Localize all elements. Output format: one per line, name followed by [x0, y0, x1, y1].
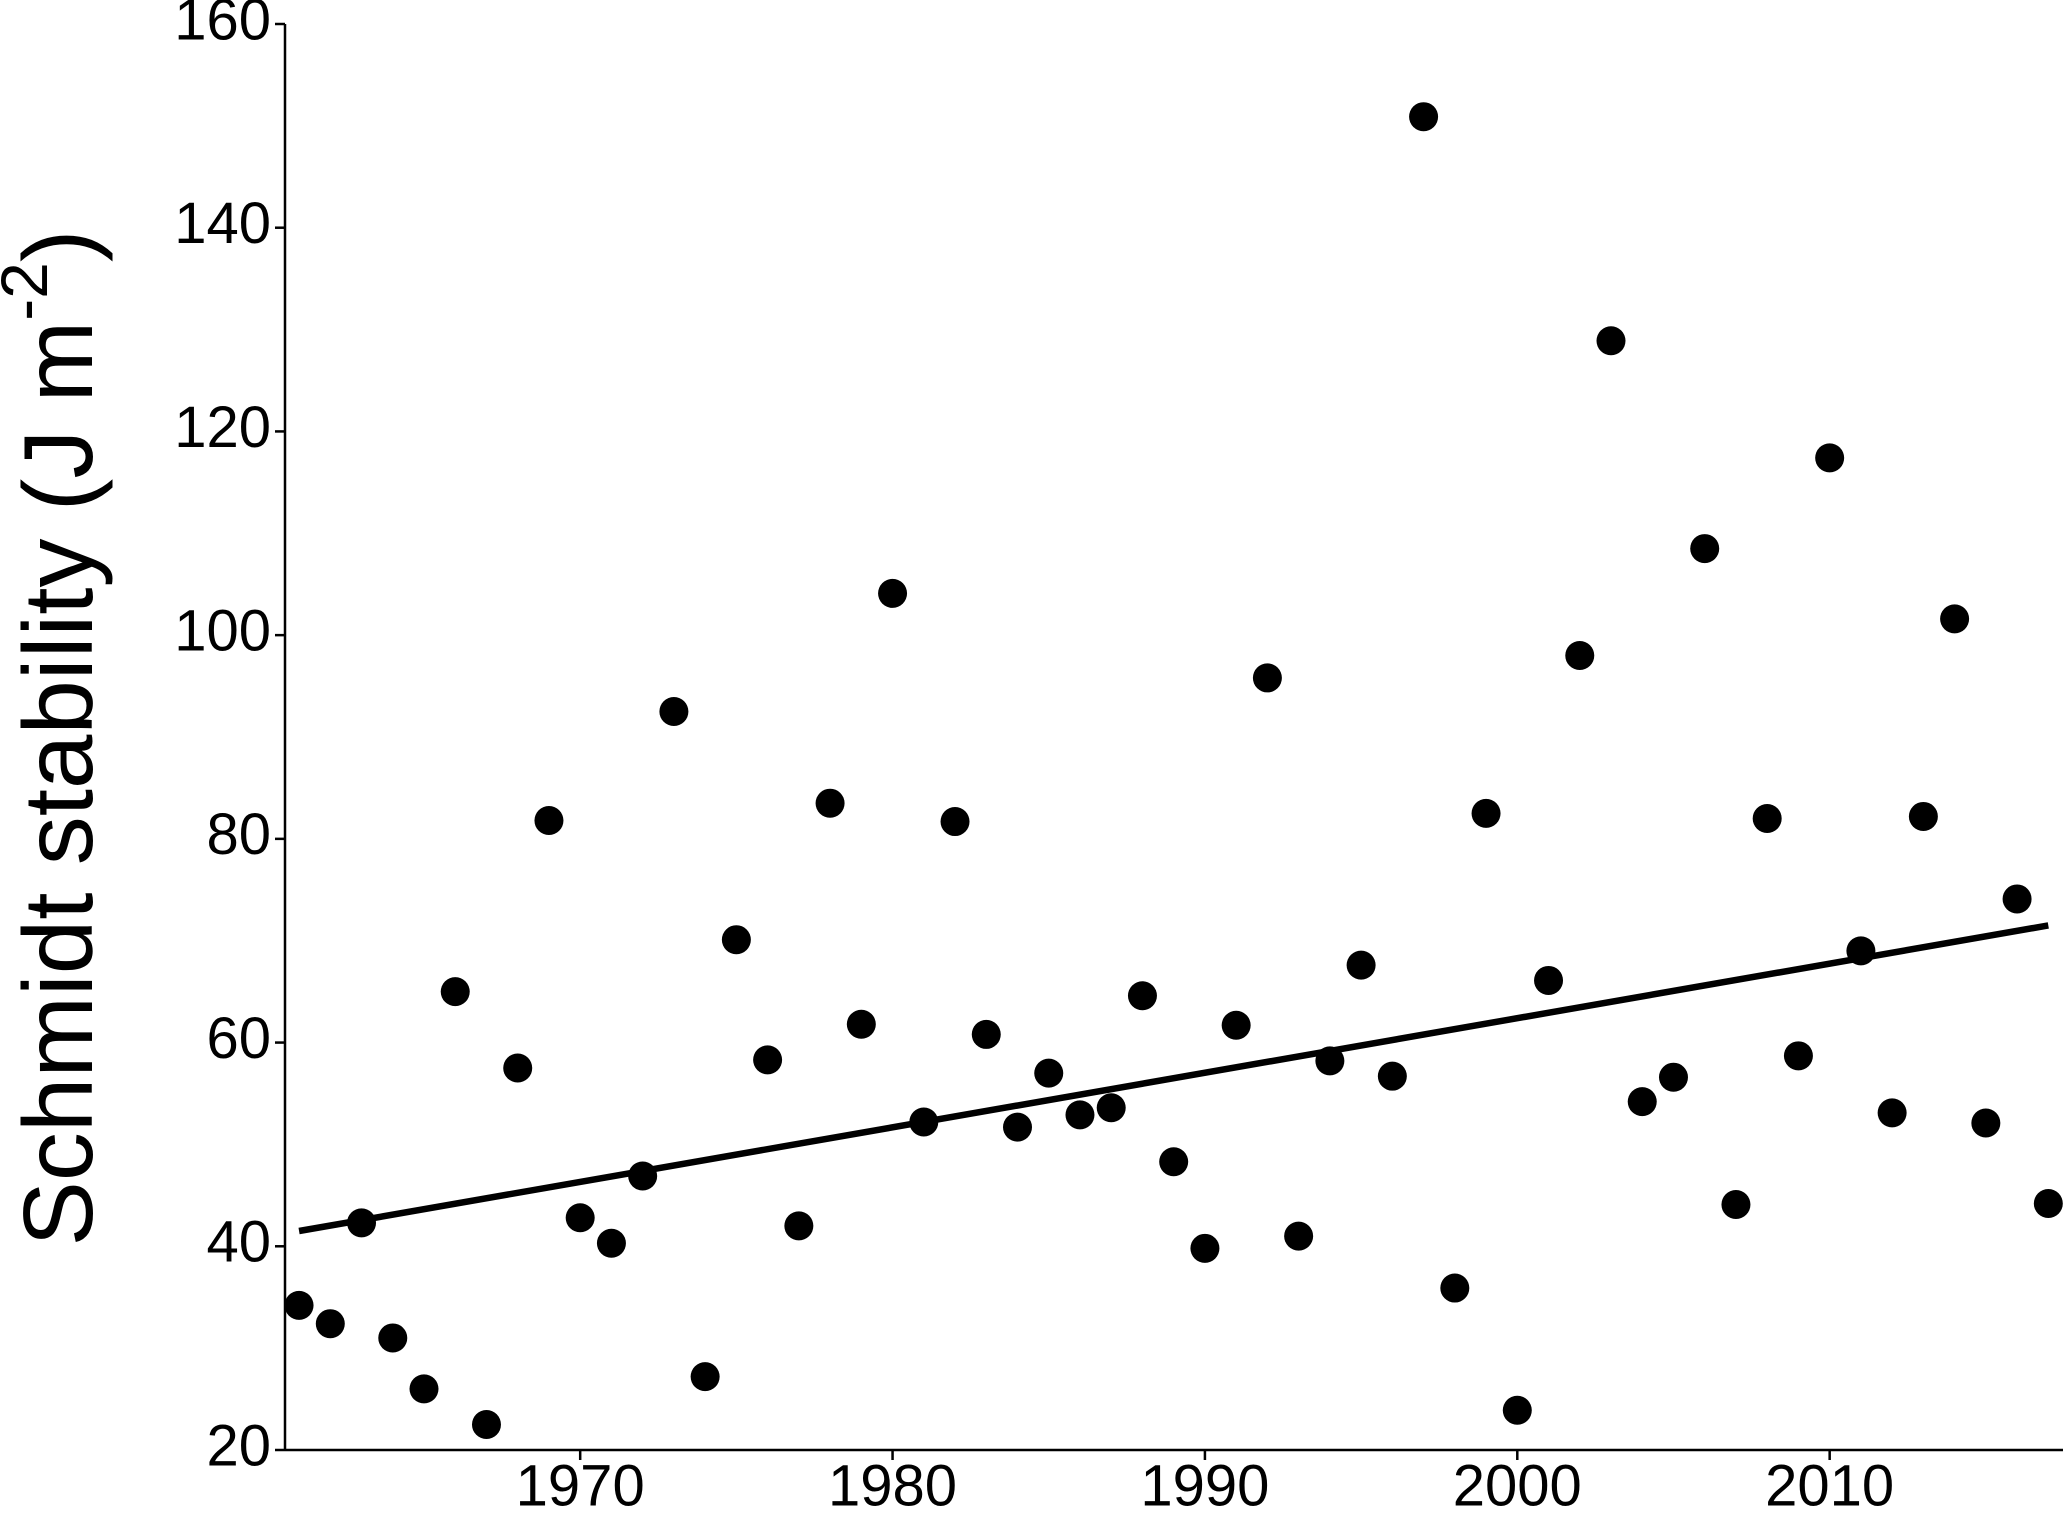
point	[1315, 1046, 1345, 1076]
point	[1502, 1395, 1532, 1425]
point	[1221, 1010, 1251, 1040]
point	[1534, 965, 1564, 995]
point	[1346, 950, 1376, 980]
point	[1690, 534, 1720, 564]
point	[284, 1290, 314, 1320]
point	[1159, 1147, 1189, 1177]
point	[534, 806, 564, 836]
point	[1908, 801, 1938, 831]
point	[659, 697, 689, 727]
point	[1034, 1058, 1064, 1088]
point	[1096, 1093, 1126, 1123]
point	[1252, 663, 1282, 693]
point	[1065, 1100, 1095, 1130]
y-tick-label: 140	[174, 191, 271, 256]
point	[1877, 1098, 1907, 1128]
point	[471, 1410, 501, 1440]
point	[1658, 1062, 1688, 1092]
point	[1627, 1087, 1657, 1117]
point	[378, 1323, 408, 1353]
point	[753, 1045, 783, 1075]
point	[628, 1161, 658, 1191]
point	[909, 1107, 939, 1137]
y-label-main: Schmidt stability (J m	[3, 321, 113, 1247]
x-tick-label: 1990	[1140, 1453, 1269, 1515]
point	[1752, 803, 1782, 833]
point	[690, 1362, 720, 1392]
point	[440, 977, 470, 1007]
y-tick-label: 100	[174, 598, 271, 663]
point	[565, 1203, 595, 1233]
point	[878, 578, 908, 608]
point	[409, 1374, 439, 1404]
point	[1471, 798, 1501, 828]
y-tick-label: 20	[206, 1413, 271, 1478]
point	[1596, 326, 1626, 356]
point	[1003, 1112, 1033, 1142]
point	[596, 1228, 626, 1258]
point	[1127, 981, 1157, 1011]
x-tick-label: 1980	[828, 1453, 957, 1515]
point	[1971, 1108, 2001, 1138]
point	[784, 1211, 814, 1241]
point	[1190, 1233, 1220, 1263]
point	[2002, 884, 2032, 914]
y-tick-label: 120	[174, 395, 271, 460]
point	[1409, 102, 1439, 132]
point	[347, 1208, 377, 1238]
point	[815, 788, 845, 818]
point	[846, 1009, 876, 1039]
y-tick-label: 80	[206, 802, 271, 867]
point	[971, 1019, 1001, 1049]
trend-line	[298, 922, 2049, 1235]
y-tick-label: 60	[206, 1006, 271, 1071]
point	[503, 1053, 533, 1083]
y-tick-label: 160	[174, 0, 271, 52]
x-tick-label: 1970	[516, 1453, 645, 1515]
point	[1565, 641, 1595, 671]
point	[1815, 443, 1845, 473]
point	[1721, 1190, 1751, 1220]
point	[940, 807, 970, 837]
y-tick-label: 40	[206, 1210, 271, 1275]
point	[2033, 1189, 2063, 1219]
y-label-sup: -2	[0, 262, 61, 321]
point	[1783, 1041, 1813, 1071]
point	[1846, 936, 1876, 966]
x-tick-label: 2010	[1765, 1453, 1894, 1515]
point	[1377, 1061, 1407, 1091]
point	[315, 1309, 345, 1339]
x-tick-label: 2000	[1453, 1453, 1582, 1515]
point	[721, 925, 751, 955]
point	[1440, 1273, 1470, 1303]
point	[1940, 604, 1970, 634]
y-axis-label: Schmidt stability (J m-2)	[0, 229, 113, 1246]
point	[1284, 1221, 1314, 1251]
y-label-end: )	[3, 229, 113, 262]
